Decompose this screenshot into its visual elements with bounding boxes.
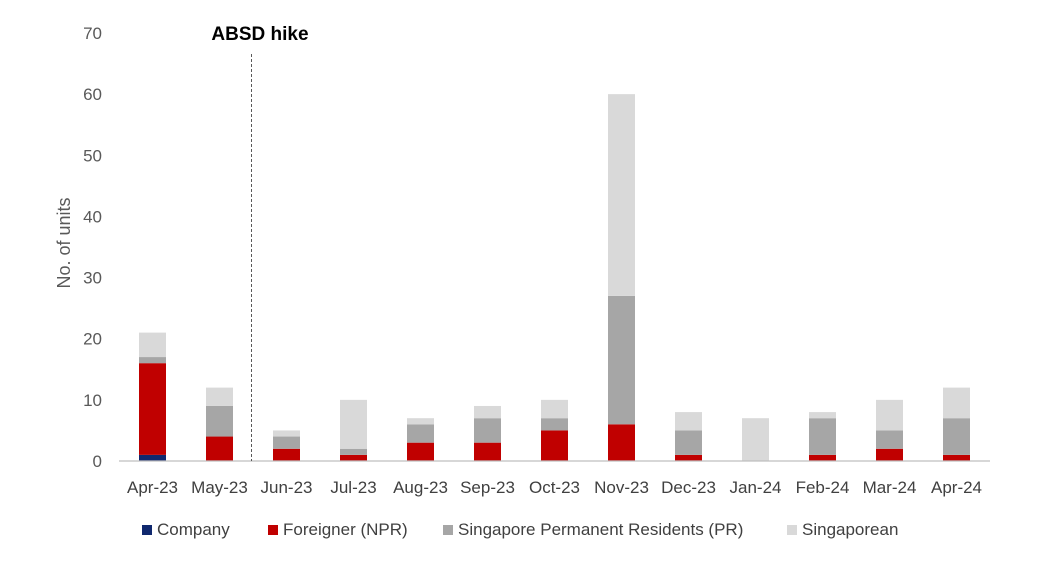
bar-segment-singaporean [608,94,635,296]
y-tick-label: 20 [83,330,102,349]
x-tick-label: Apr-24 [931,478,982,497]
legend-label: Singapore Permanent Residents (PR) [458,520,743,539]
y-axis-title: No. of units [54,197,74,288]
x-tick-label: Oct-23 [529,478,580,497]
bar-segment-singaporean [206,387,233,406]
bar-segment-foreigner-npr [876,448,903,461]
bar-segment-singapore-permanent-residents-pr [608,295,635,425]
legend-swatch [443,525,453,535]
legend: Company Foreigner (NPR) Singapore Permanen… [142,520,898,539]
bar-segment-singaporean [809,412,836,419]
y-tick-label: 70 [83,24,102,43]
bar-segment-foreigner-npr [809,454,836,461]
bar-segment-foreigner-npr [943,454,970,461]
bar-segment-singaporean [474,405,501,419]
bar-segment-foreigner-npr [273,448,300,461]
bar-segment-foreigner-npr [206,436,233,461]
bar-segment-singaporean [273,430,300,437]
x-tick-label: Aug-23 [393,478,448,497]
bar-segment-singapore-permanent-residents-pr [876,430,903,449]
bar-segment-singapore-permanent-residents-pr [541,418,568,431]
bar-segment-singapore-permanent-residents-pr [340,448,367,455]
bar-segment-singapore-permanent-residents-pr [675,430,702,455]
bar-segment-singaporean [541,399,568,419]
x-tick-label: Jun-23 [261,478,313,497]
y-tick-label: 0 [93,452,102,471]
bar-segment-singapore-permanent-residents-pr [809,418,836,455]
x-tick-label: Nov-23 [594,478,649,497]
bar-segment-foreigner-npr [541,430,568,461]
x-tick-label: Jan-24 [730,478,782,497]
bar-segment-foreigner-npr [608,424,635,461]
legend-swatch [268,525,278,535]
bar-segment-singaporean [675,412,702,431]
x-tick-label: Apr-23 [127,478,178,497]
x-tick-label: Mar-24 [863,478,917,497]
bars [139,94,970,461]
bar-segment-singaporean [139,332,166,358]
y-tick-label: 40 [83,207,102,226]
bar-segment-singapore-permanent-residents-pr [474,418,501,443]
bar-segment-singapore-permanent-residents-pr [139,357,166,364]
bar-segment-foreigner-npr [474,442,501,461]
x-tick-label: Dec-23 [661,478,716,497]
x-tick-label: Jul-23 [330,478,376,497]
bar-segment-foreigner-npr [340,454,367,461]
bar-segment-company [139,454,166,461]
x-tick-label: Feb-24 [796,478,850,497]
bar-segment-foreigner-npr [139,363,166,455]
legend-swatch [142,525,152,535]
bar-segment-singaporean [407,418,434,425]
x-tick-label: May-23 [191,478,248,497]
bar-segment-singaporean [943,387,970,419]
y-tick-label: 50 [83,146,102,165]
bar-segment-singaporean [876,399,903,431]
bar-segment-singapore-permanent-residents-pr [206,405,233,437]
bar-segment-foreigner-npr [675,454,702,461]
bar-segment-singaporean [742,418,769,461]
legend-swatch [787,525,797,535]
bar-segment-foreigner-npr [407,442,434,461]
bar-segment-singaporean [340,399,367,449]
bar-segment-singapore-permanent-residents-pr [407,424,434,443]
bar-segment-singapore-permanent-residents-pr [273,436,300,449]
legend-label: Foreigner (NPR) [283,520,408,539]
legend-label: Singaporean [802,520,898,539]
y-tick-label: 30 [83,269,102,288]
x-axis-labels: Apr-23 May-23 Jun-23 Jul-23 Aug-23 Sep-23 Oct-… [127,478,982,497]
y-axis-ticks: 0 10 20 30 40 50 60 70 [83,24,102,471]
legend-label: Company [157,520,230,539]
y-tick-label: 10 [83,391,102,410]
x-tick-label: Sep-23 [460,478,515,497]
bar-segment-singapore-permanent-residents-pr [943,418,970,455]
absd-hike-annotation: ABSD hike [211,24,308,45]
y-tick-label: 60 [83,85,102,104]
